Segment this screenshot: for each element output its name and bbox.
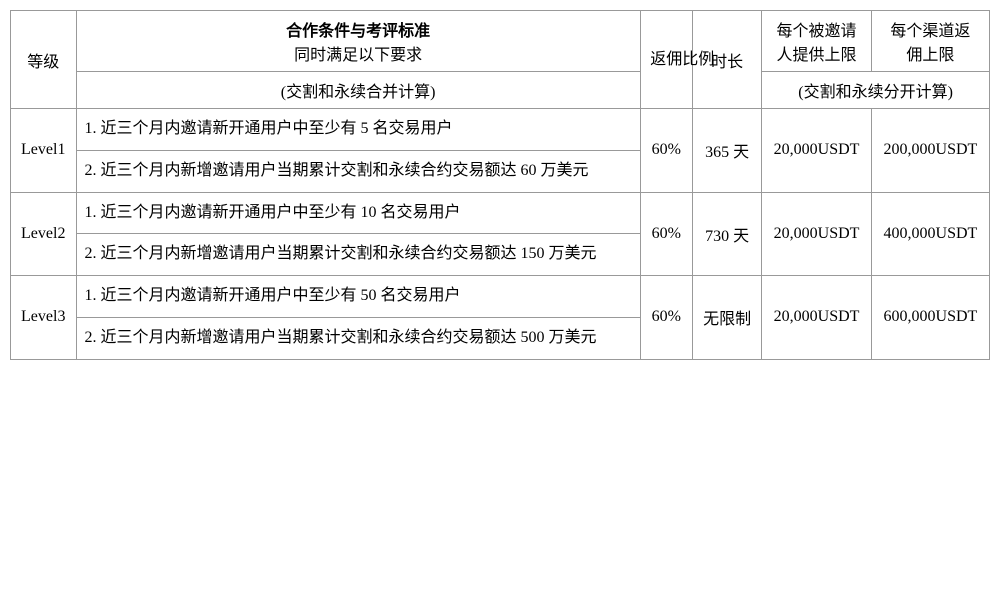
hdr-criteria-subtitle: 同时满足以下要求 xyxy=(85,41,632,65)
cell-level: Level2 xyxy=(11,192,77,276)
hdr-criteria-note: (交割和永续合并计算) xyxy=(76,72,640,109)
cell-duration: 730 天 xyxy=(692,192,761,276)
hdr-level: 等级 xyxy=(11,11,77,109)
table-row: Level2 1. 近三个月内邀请新开通用户中至少有 10 名交易用户 60% … xyxy=(11,192,990,234)
cell-ratio: 60% xyxy=(640,192,692,276)
cell-cond1: 1. 近三个月内邀请新开通用户中至少有 50 名交易用户 xyxy=(76,276,640,318)
cell-cond2: 2. 近三个月内新增邀请用户当期累计交割和永续合约交易额达 60 万美元 xyxy=(76,150,640,192)
cell-per-invitee: 20,000USDT xyxy=(762,192,872,276)
cell-duration: 无限制 xyxy=(692,276,761,360)
cell-cond1: 1. 近三个月内邀请新开通用户中至少有 5 名交易用户 xyxy=(76,109,640,151)
hdr-criteria-title: 合作条件与考评标准 xyxy=(85,17,632,41)
cell-duration: 365 天 xyxy=(692,109,761,193)
table-row: Level1 1. 近三个月内邀请新开通用户中至少有 5 名交易用户 60% 3… xyxy=(11,109,990,151)
cell-cond2: 2. 近三个月内新增邀请用户当期累计交割和永续合约交易额达 150 万美元 xyxy=(76,234,640,276)
cell-level: Level1 xyxy=(11,109,77,193)
hdr-rebate-ratio: 返佣比例 xyxy=(640,11,692,109)
hdr-criteria: 合作条件与考评标准 同时满足以下要求 xyxy=(76,11,640,72)
cell-ratio: 60% xyxy=(640,276,692,360)
hdr-per-invitee: 每个被邀请 人提供上限 xyxy=(762,11,872,72)
table-row: Level3 1. 近三个月内邀请新开通用户中至少有 50 名交易用户 60% … xyxy=(11,276,990,318)
cell-level: Level3 xyxy=(11,276,77,360)
cell-per-channel: 200,000USDT xyxy=(871,109,989,193)
cell-per-invitee: 20,000USDT xyxy=(762,109,872,193)
hdr-cap-note: (交割和永续分开计算) xyxy=(762,72,990,109)
hdr-per-channel: 每个渠道返 佣上限 xyxy=(871,11,989,72)
cell-per-channel: 600,000USDT xyxy=(871,276,989,360)
cell-per-channel: 400,000USDT xyxy=(871,192,989,276)
cell-per-invitee: 20,000USDT xyxy=(762,276,872,360)
cell-ratio: 60% xyxy=(640,109,692,193)
commission-table: 等级 合作条件与考评标准 同时满足以下要求 返佣比例 时长 每个被邀请 人提供上… xyxy=(10,10,990,360)
cell-cond1: 1. 近三个月内邀请新开通用户中至少有 10 名交易用户 xyxy=(76,192,640,234)
cell-cond2: 2. 近三个月内新增邀请用户当期累计交割和永续合约交易额达 500 万美元 xyxy=(76,317,640,359)
